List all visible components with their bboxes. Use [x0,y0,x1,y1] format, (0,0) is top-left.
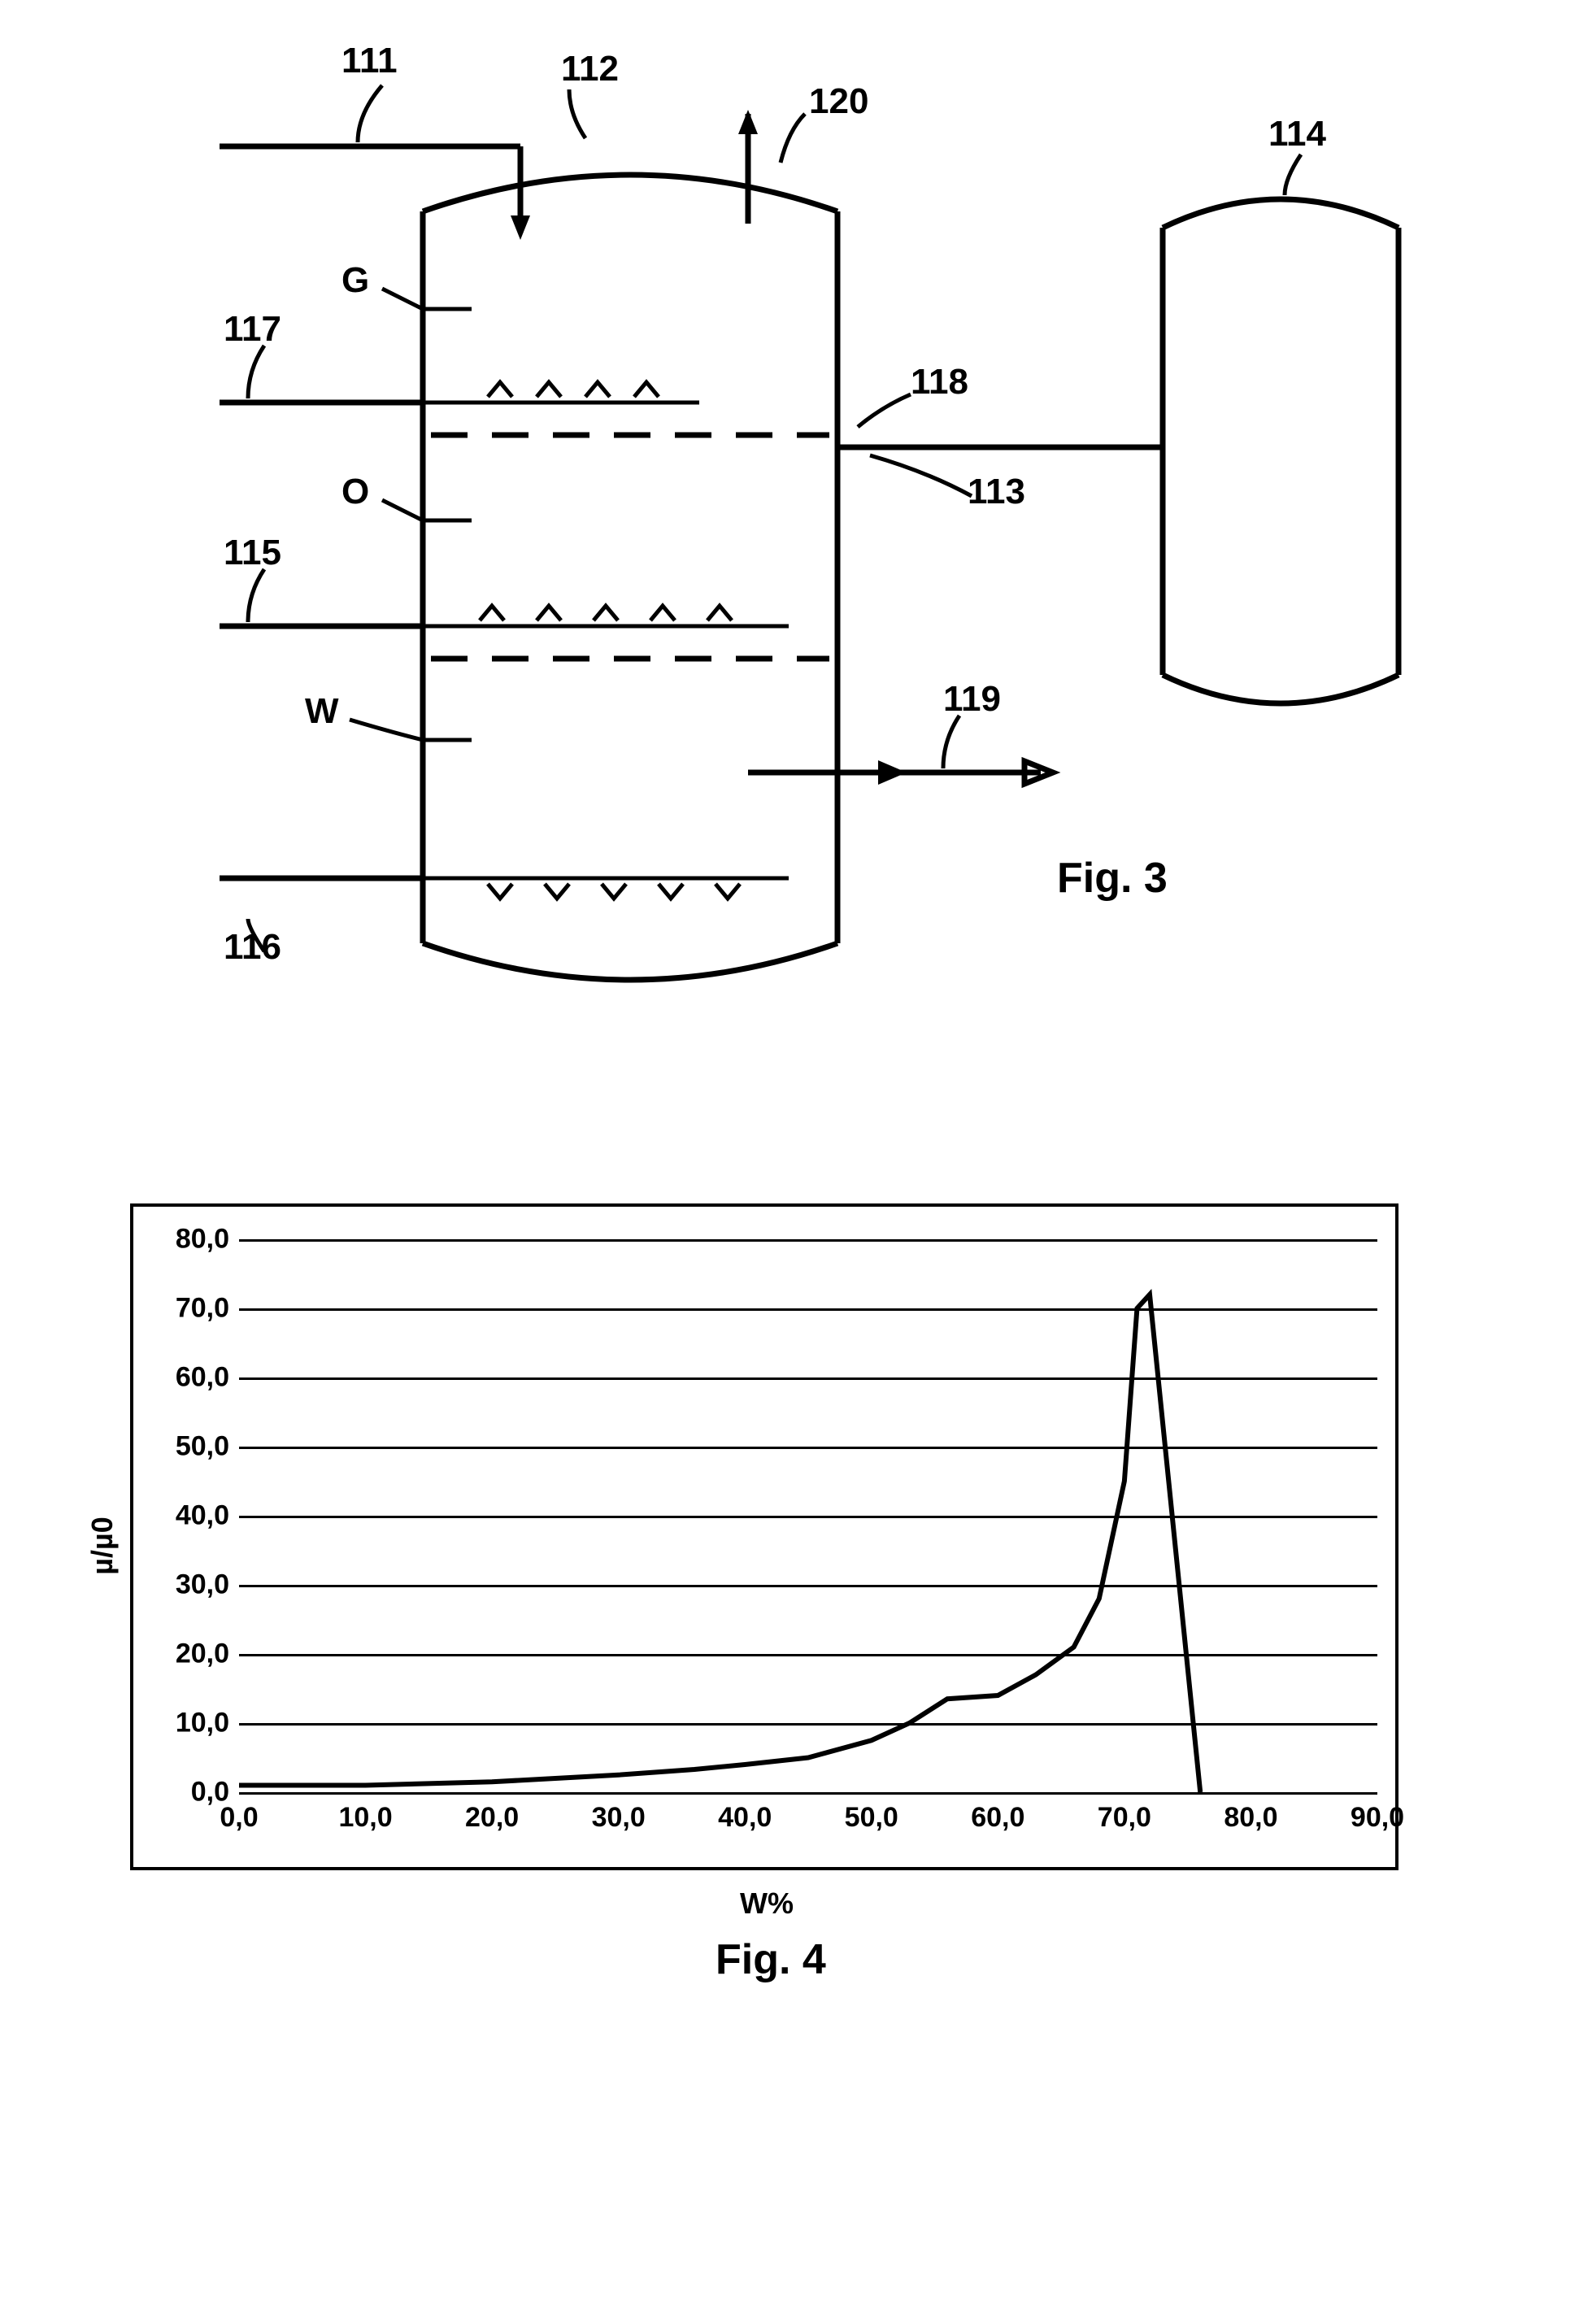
xtick: 80,0 [1224,1792,1277,1834]
label-118: 118 [911,362,968,403]
xtick: 20,0 [465,1792,519,1834]
xtick: 40,0 [718,1792,772,1834]
hook-118 [858,394,911,427]
gridline [239,1723,1377,1726]
fig3-caption: Fig. 3 [1057,854,1168,903]
gridline [239,1792,1377,1795]
label-W: W [305,691,339,732]
x-axis-label: W% [740,1887,794,1921]
label-117: 117 [224,309,281,350]
label-115: 115 [224,533,281,573]
ytick: 10,0 [176,1708,239,1739]
gridline [239,1377,1377,1380]
label-120: 120 [809,81,868,122]
y-axis-label: µ/µ0 [85,1517,120,1575]
chart-border: 0,010,020,030,040,050,060,070,080,00,010… [130,1203,1398,1870]
vessel-112 [423,175,837,980]
ytick: 30,0 [176,1569,239,1601]
hook-117 [248,346,264,398]
tray-upper [423,382,699,403]
fig4-caption: Fig. 4 [716,1935,826,1984]
xtick: 60,0 [971,1792,1024,1834]
figure-3: 111 112 120 114 117 115 116 118 113 119 … [81,65,1498,1041]
ytick: 60,0 [176,1362,239,1394]
gridline [239,1447,1377,1449]
fig3-diagram [81,65,1498,1041]
hook-O [382,500,423,520]
tray-bottom [423,878,789,899]
ytick: 40,0 [176,1500,239,1532]
label-G: G [341,260,369,301]
hook-119 [943,716,959,768]
hook-111 [358,85,382,142]
hook-120 [781,114,805,163]
ytick: 70,0 [176,1293,239,1325]
figure-4: 0,010,020,030,040,050,060,070,080,00,010… [81,1203,1498,2017]
xtick: 90,0 [1351,1792,1404,1834]
gridline [239,1239,1377,1242]
hook-W [350,720,423,740]
plot-area: 0,010,020,030,040,050,060,070,080,00,010… [239,1239,1377,1792]
ytick: 20,0 [176,1639,239,1670]
gridline [239,1308,1377,1311]
xtick: 70,0 [1098,1792,1151,1834]
vessel-114 [1163,199,1398,703]
hook-115 [248,569,264,622]
ytick: 50,0 [176,1431,239,1463]
outlet-119 [748,760,1053,785]
label-111: 111 [341,41,398,81]
label-113: 113 [968,472,1025,512]
label-112: 112 [561,49,619,89]
hook-113 [870,455,972,496]
ytick: 80,0 [176,1224,239,1256]
series-line [239,1295,1200,1792]
label-O: O [341,472,369,512]
xtick: 10,0 [338,1792,392,1834]
xtick: 30,0 [592,1792,646,1834]
gridline [239,1516,1377,1518]
gridline [239,1585,1377,1587]
outlet-120 [738,110,758,224]
hook-112 [569,89,585,138]
tray-middle [423,606,789,626]
xtick: 0,0 [220,1792,258,1834]
hook-G [382,289,423,309]
gridline [239,1654,1377,1656]
hook-114 [1285,154,1301,195]
label-116: 116 [224,927,281,968]
xtick: 50,0 [845,1792,898,1834]
label-114: 114 [1268,114,1326,154]
label-119: 119 [943,679,1001,720]
